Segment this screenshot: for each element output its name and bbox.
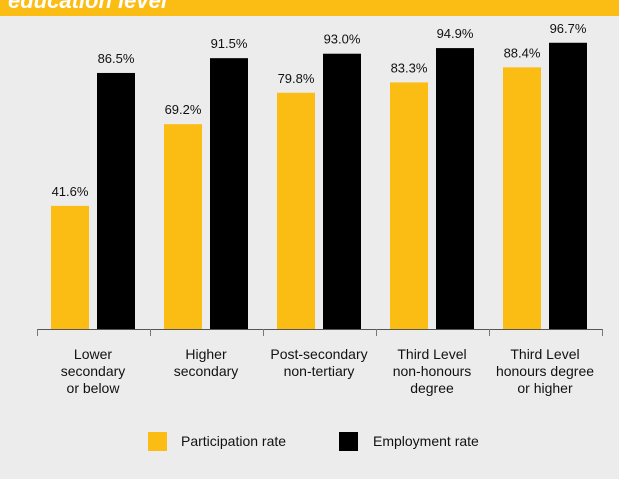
bar-participation-3 xyxy=(390,82,428,329)
bar-employment-1 xyxy=(210,58,248,329)
chart-heading: education level xyxy=(8,0,167,13)
legend-label-employment: Employment rate xyxy=(373,433,479,449)
header-bar: education level xyxy=(0,0,619,16)
category-label-0: Lower secondary or below xyxy=(37,346,149,397)
category-label-4: Third Level honours degree or higher xyxy=(489,346,601,397)
category-label-line: secondary xyxy=(173,363,239,379)
category-label-line: Post-secondary xyxy=(270,346,368,362)
data-label-employment-1: 91.5% xyxy=(211,36,248,51)
bar-participation-1 xyxy=(164,124,202,329)
data-label-participation-1: 69.2% xyxy=(165,102,202,117)
data-label-participation-3: 83.3% xyxy=(391,60,428,75)
bar-participation-0 xyxy=(51,205,89,329)
category-label-line: non-honours xyxy=(392,363,472,379)
data-label-employment-0: 86.5% xyxy=(98,51,135,66)
data-label-employment-3: 94.9% xyxy=(437,26,474,41)
category-label-line: non-tertiary xyxy=(283,363,355,379)
category-label-line: or higher xyxy=(517,380,573,396)
data-label-participation-0: 41.6% xyxy=(52,184,89,199)
data-label-employment-2: 93.0% xyxy=(324,32,361,47)
bar-chart: 41.6% 69.2% 79.8% 83.3% 88.4% 86.5% 91.5% 93.0%… xyxy=(37,21,603,336)
category-label-line: Third Level xyxy=(397,346,467,362)
data-label-employment-4: 96.7% xyxy=(550,21,587,36)
legend-swatch-participation xyxy=(148,432,167,451)
data-label-participation-2: 79.8% xyxy=(278,71,315,86)
bar-employment-4 xyxy=(549,42,587,329)
category-label-line: or below xyxy=(66,380,120,396)
category-label-line: honours degree xyxy=(495,363,595,379)
bar-employment-2 xyxy=(323,53,361,329)
legend: Participation rate Employment rate xyxy=(0,432,619,452)
category-label-line: Higher xyxy=(185,346,227,362)
legend-label-participation: Participation rate xyxy=(181,433,287,449)
legend-swatch-employment xyxy=(339,432,358,451)
category-label-line: degree xyxy=(410,380,454,396)
category-label-line: Third Level xyxy=(510,346,580,362)
bar-participation-4 xyxy=(503,67,541,329)
category-label-line: secondary xyxy=(60,363,126,379)
category-label-1: Higher secondary xyxy=(150,346,262,380)
bar-employment-0 xyxy=(97,72,135,330)
data-label-participation-4: 88.4% xyxy=(504,45,541,60)
category-label-2: Post-secondary non-tertiary xyxy=(263,346,375,380)
bar-participation-2 xyxy=(277,92,315,330)
category-label-3: Third Level non-honours degree xyxy=(376,346,488,397)
bar-employment-3 xyxy=(436,48,474,329)
category-label-line: Lower xyxy=(73,346,113,362)
